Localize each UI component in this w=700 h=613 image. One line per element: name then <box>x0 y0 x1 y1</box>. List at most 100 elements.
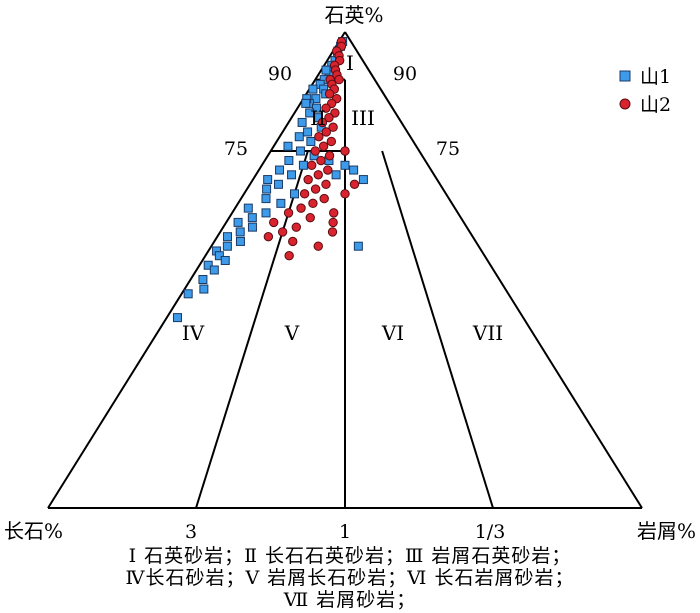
point-series1-16 <box>308 84 318 94</box>
ratio-label-1: 1 <box>339 521 351 543</box>
point-series1-58 <box>353 241 363 251</box>
ratio-label-3: 3 <box>185 521 197 543</box>
point-series1-25 <box>306 136 316 146</box>
point-series1-35 <box>262 184 272 194</box>
point-series1-46 <box>235 236 245 246</box>
line-ratio-1-3 <box>381 150 494 509</box>
point-series2-17 <box>324 112 334 123</box>
point-series1-53 <box>340 160 350 170</box>
point-series2-28 <box>323 165 333 175</box>
point-series2-15 <box>321 103 331 113</box>
point-series2-47 <box>340 146 350 156</box>
caption-line-3: Ⅶ 岩屑砂岩； <box>283 589 417 611</box>
point-series1-33 <box>263 175 273 185</box>
triangle-edge-left <box>47 31 346 509</box>
point-series2-37 <box>283 208 294 218</box>
data-points <box>172 36 368 323</box>
point-series2-51 <box>284 251 294 261</box>
point-series1-24 <box>294 132 304 142</box>
point-series2-12 <box>324 89 335 99</box>
triangle-frame <box>47 31 643 509</box>
point-series2-43 <box>288 236 298 247</box>
point-series2-23 <box>318 141 329 151</box>
field-label-5: V <box>284 321 300 345</box>
point-series1-55 <box>331 170 341 180</box>
point-series1-43 <box>247 222 257 232</box>
apex-label-left: 长石% <box>4 519 63 543</box>
point-series1-50 <box>220 255 230 265</box>
point-series2-22 <box>326 136 337 147</box>
caption-line-1: Ⅰ 石英砂岩；Ⅱ 长石石英砂岩；Ⅲ 岩屑石英砂岩； <box>128 545 572 567</box>
apex-label-right: 岩屑% <box>637 519 696 543</box>
field-label-1: I <box>346 51 354 75</box>
point-series1-51 <box>203 260 213 270</box>
point-series2-26 <box>316 155 326 166</box>
point-series2-9 <box>334 74 344 85</box>
point-series2-49 <box>340 189 350 199</box>
caption-line-2: Ⅳ长石砂岩；Ⅴ 岩屑长石砂岩；Ⅵ 长石岩屑砂岩； <box>125 567 575 589</box>
point-series2-45 <box>329 208 339 218</box>
point-series1-37 <box>261 194 271 204</box>
point-series1-27 <box>295 146 305 156</box>
point-series1-38 <box>276 198 286 208</box>
point-series2-50 <box>328 217 338 228</box>
legend-marker-1 <box>619 70 631 82</box>
point-series2-38 <box>305 212 315 223</box>
tick-label-90-left: 90 <box>268 63 292 85</box>
point-series2-41 <box>277 227 288 237</box>
point-series2-39 <box>269 217 279 228</box>
point-series2-24 <box>310 146 320 156</box>
point-series1-32 <box>287 170 297 180</box>
field-label-4: IV <box>182 321 205 345</box>
point-series1-45 <box>223 232 233 242</box>
point-series1-31 <box>275 165 285 175</box>
field-label-6: VI <box>381 321 404 345</box>
point-series1-8 <box>321 65 331 75</box>
point-series2-21 <box>314 132 324 142</box>
point-series1-54 <box>349 165 359 175</box>
point-series1-13 <box>311 94 321 104</box>
point-series2-20 <box>321 127 331 137</box>
point-series1-40 <box>261 208 271 218</box>
ratio-label-1-3: 1/3 <box>475 521 506 543</box>
point-series1-18 <box>301 98 311 108</box>
point-series1-23 <box>303 127 313 137</box>
point-series1-36 <box>290 189 300 199</box>
point-series2-34 <box>319 193 329 204</box>
point-series1-62 <box>172 313 182 323</box>
triangle-edge-right <box>344 31 643 509</box>
point-series1-30 <box>298 160 308 170</box>
point-series2-35 <box>308 198 318 209</box>
point-series2-18 <box>317 117 328 128</box>
tick-label-75-left: 75 <box>224 138 248 160</box>
point-series1-60 <box>199 284 209 294</box>
point-series2-48 <box>349 179 360 190</box>
point-series1-44 <box>235 227 245 237</box>
legend-label-2: 山2 <box>640 94 671 116</box>
point-series2-40 <box>291 222 301 232</box>
point-series2-44 <box>313 241 323 251</box>
point-series2-27 <box>307 160 317 170</box>
point-series2-32 <box>310 184 321 194</box>
point-series2-30 <box>303 174 313 185</box>
point-series2-33 <box>299 189 310 199</box>
point-series1-41 <box>247 213 257 223</box>
point-series1-52 <box>209 265 219 275</box>
point-series1-47 <box>222 241 232 251</box>
point-series2-42 <box>263 231 274 242</box>
tick-label-90-right: 90 <box>393 63 417 85</box>
point-series2-36 <box>296 203 306 213</box>
point-series2-19 <box>328 122 338 132</box>
point-series1-29 <box>284 156 294 166</box>
point-series1-26 <box>283 141 293 151</box>
field-label-7: VII <box>472 321 503 345</box>
point-series1-42 <box>233 217 243 227</box>
point-series1-61 <box>183 289 193 299</box>
point-series2-29 <box>313 170 323 180</box>
point-series2-31 <box>321 179 331 190</box>
point-series1-34 <box>273 179 283 189</box>
point-series1-59 <box>198 275 208 285</box>
